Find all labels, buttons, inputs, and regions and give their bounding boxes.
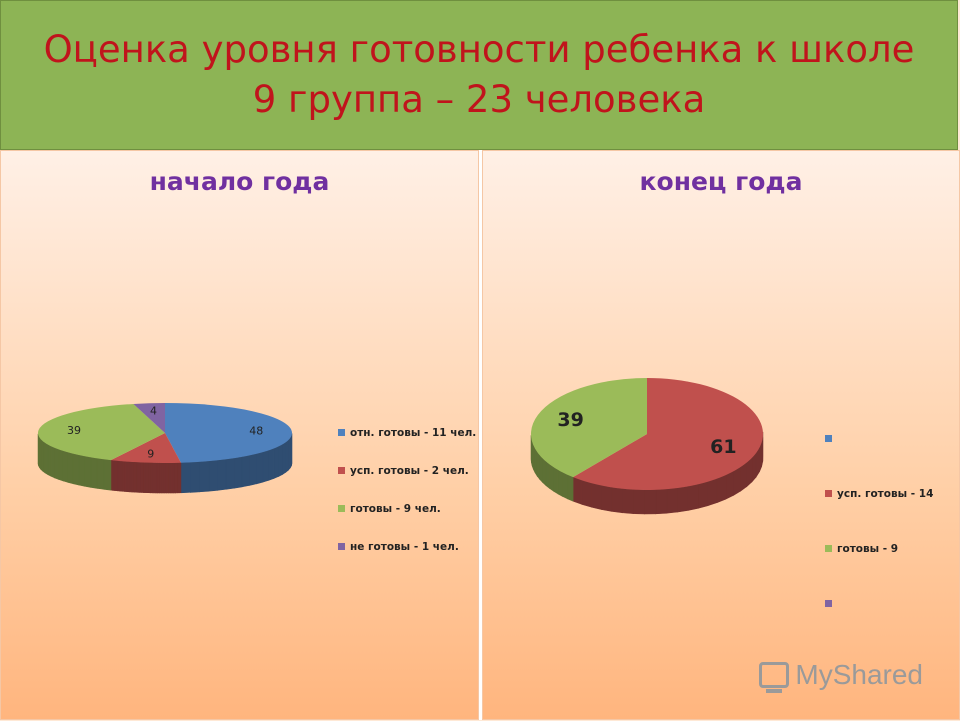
data-label-2: 39: [557, 409, 583, 431]
pie-side-2: [43, 441, 45, 473]
pie-side-1: [734, 467, 741, 495]
data-label-3: 4: [150, 405, 157, 418]
data-label-1: 9: [147, 447, 154, 460]
legend-label-0: отн. готовы - 11 чел.: [350, 427, 476, 439]
pie-side-2: [68, 452, 73, 483]
watermark: MyShared: [759, 659, 923, 691]
legend-swatch-2: [825, 545, 832, 552]
pie-side-2: [546, 461, 550, 488]
pie-side-2: [55, 448, 59, 480]
pie-side-1: [698, 482, 708, 509]
data-label-1: 61: [710, 436, 736, 458]
pie-side-2: [568, 475, 573, 501]
pie-chart-start: 48 9 39 4 отн. готовы - 11 чел. усп. готовы -…: [1, 151, 480, 721]
pie-side-2: [543, 458, 546, 485]
data-label-0: 48: [249, 425, 263, 438]
pie-side-2: [104, 459, 111, 490]
pie-side-0: [274, 446, 279, 478]
pie-side-1: [656, 489, 667, 514]
pie-side-1: [726, 471, 734, 499]
pie-side-1: [634, 490, 645, 514]
pie-side-1: [601, 485, 611, 511]
legend-label-1: усп. готовы - 14: [837, 488, 933, 500]
pie-side-2: [535, 449, 537, 476]
legend-swatch-0: [338, 429, 345, 436]
slide-title-line1: Оценка уровня готовности ребенка к школе: [44, 25, 915, 75]
pie-side-0: [218, 459, 227, 490]
pie-side-0: [242, 455, 249, 486]
pie-side-2: [45, 443, 48, 475]
pie-side-0: [279, 444, 283, 476]
legend-swatch-1: [825, 490, 832, 497]
pie-side-1: [573, 477, 582, 504]
pie-side-0: [226, 458, 234, 489]
pie-side-1: [582, 480, 591, 507]
pie-side-0: [282, 442, 285, 474]
pie-side-2: [51, 446, 55, 478]
pie-side-2: [540, 455, 543, 482]
legend-swatch-3: [825, 600, 832, 607]
pie-side-1: [645, 490, 656, 514]
slide-title-line2: 9 группа – 23 человека: [253, 75, 706, 125]
pie-side-2: [97, 458, 104, 489]
data-label-2: 39: [67, 424, 81, 437]
pie-side-0: [181, 462, 190, 492]
pie-side-1: [591, 483, 601, 509]
pie-chart-end: 61 39 усп. готовы - 14 готовы - 9: [483, 151, 960, 721]
pie-side-0: [263, 450, 269, 482]
pie-side-1: [623, 489, 634, 514]
pie-side-1: [612, 487, 623, 512]
legend-label-3: не готовы - 1 чел.: [350, 541, 459, 553]
pie-side-1: [688, 484, 698, 510]
pie-side-0: [256, 452, 262, 484]
legend-swatch-1: [338, 467, 345, 474]
pie-side-2: [85, 456, 91, 487]
legend-swatch-0: [825, 435, 832, 442]
pie-side-0: [190, 462, 199, 493]
legend-label-2: готовы - 9: [837, 543, 898, 555]
pie-side-2: [79, 455, 85, 486]
legend-label-2: готовы - 9 чел.: [350, 503, 441, 515]
watermark-text: MyShared: [795, 659, 923, 691]
pie-side-2: [48, 445, 51, 477]
pie-side-0: [250, 454, 257, 486]
pie-side-2: [558, 470, 563, 497]
pie-side-2: [91, 457, 97, 488]
pie-side-1: [752, 453, 756, 482]
pie-side-2: [59, 449, 63, 481]
pie-side-2: [73, 454, 79, 485]
pie-side-1: [667, 488, 678, 513]
pie-side-1: [741, 463, 747, 491]
pie-side-1: [747, 458, 752, 487]
pie-side-2: [550, 464, 554, 491]
pie-side-1: [678, 486, 689, 512]
legend-swatch-3: [338, 543, 345, 550]
pie-side-0: [269, 448, 274, 480]
pie-side-2: [537, 452, 539, 479]
pie-side-1: [717, 475, 726, 502]
pie-side-1: [708, 479, 717, 506]
pie-side-0: [209, 460, 218, 491]
pie-side-0: [200, 461, 209, 492]
pie-side-2: [563, 472, 568, 498]
legend-label-1: усп. готовы - 2 чел.: [350, 465, 469, 477]
pie-side-0: [234, 457, 242, 488]
pie-side-0: [286, 440, 289, 472]
slide-header: Оценка уровня готовности ребенка к школе…: [0, 0, 958, 150]
pie-side-2: [554, 467, 558, 494]
presentation-board-icon: [759, 662, 789, 688]
pie-side-2: [63, 451, 68, 482]
legend-swatch-2: [338, 505, 345, 512]
